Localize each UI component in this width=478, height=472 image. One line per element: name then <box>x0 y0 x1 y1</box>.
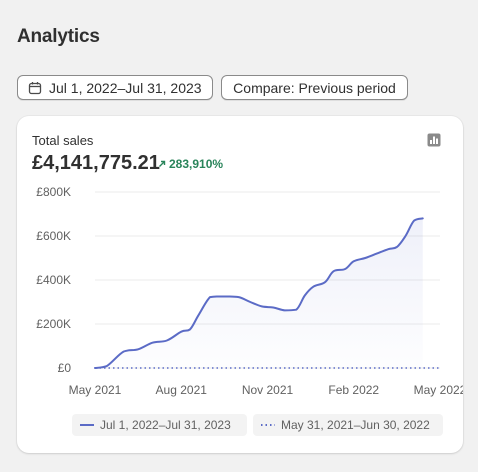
legend-label: May 31, 2021–Jun 30, 2022 <box>281 418 430 432</box>
dotted-line-swatch <box>261 424 275 426</box>
y-tick-label: £400K <box>36 273 71 287</box>
y-tick-label: £600K <box>36 229 71 243</box>
legend-label: Jul 1, 2022–Jul 31, 2023 <box>100 418 231 432</box>
y-tick-label: £200K <box>36 317 71 331</box>
legend-previous-period[interactable]: May 31, 2021–Jun 30, 2022 <box>253 414 443 436</box>
x-tick-label: Feb 2022 <box>328 383 379 397</box>
metric-label: Total sales <box>32 133 94 148</box>
metric-value: £4,141,775.21 <box>32 152 160 174</box>
arrow-up-right-icon <box>159 160 166 167</box>
y-tick-label: £800K <box>36 185 71 199</box>
metric-change: 283,910% <box>158 157 223 171</box>
x-tick-label: Nov 2021 <box>242 383 294 397</box>
metric-change-value: 283,910% <box>169 157 224 171</box>
sales-line-chart: £0 £200K £400K £600K £800K May 2021 Aug 2021 No… <box>36 185 463 397</box>
x-tick-label: Aug 2021 <box>156 383 208 397</box>
solid-line-swatch <box>80 424 94 426</box>
bar-chart-icon[interactable] <box>427 133 441 147</box>
total-sales-card: Total sales £4,141,775.21 283,910% £0 £20… <box>17 116 463 453</box>
date-range-button[interactable]: Jul 1, 2022–Jul 31, 2023 <box>17 75 213 100</box>
compare-label: Compare: Previous period <box>233 79 396 96</box>
current-period-line <box>94 217 424 369</box>
legend-current-period[interactable]: Jul 1, 2022–Jul 31, 2023 <box>72 414 247 436</box>
compare-button[interactable]: Compare: Previous period <box>221 75 408 100</box>
x-tick-label: May 2022 <box>414 383 463 397</box>
y-tick-label: £0 <box>58 361 72 375</box>
page-title: Analytics <box>17 26 100 47</box>
calendar-icon <box>28 81 42 94</box>
x-tick-label: May 2021 <box>69 383 122 397</box>
current-period-area <box>95 218 423 368</box>
date-range-label: Jul 1, 2022–Jul 31, 2023 <box>49 79 202 96</box>
